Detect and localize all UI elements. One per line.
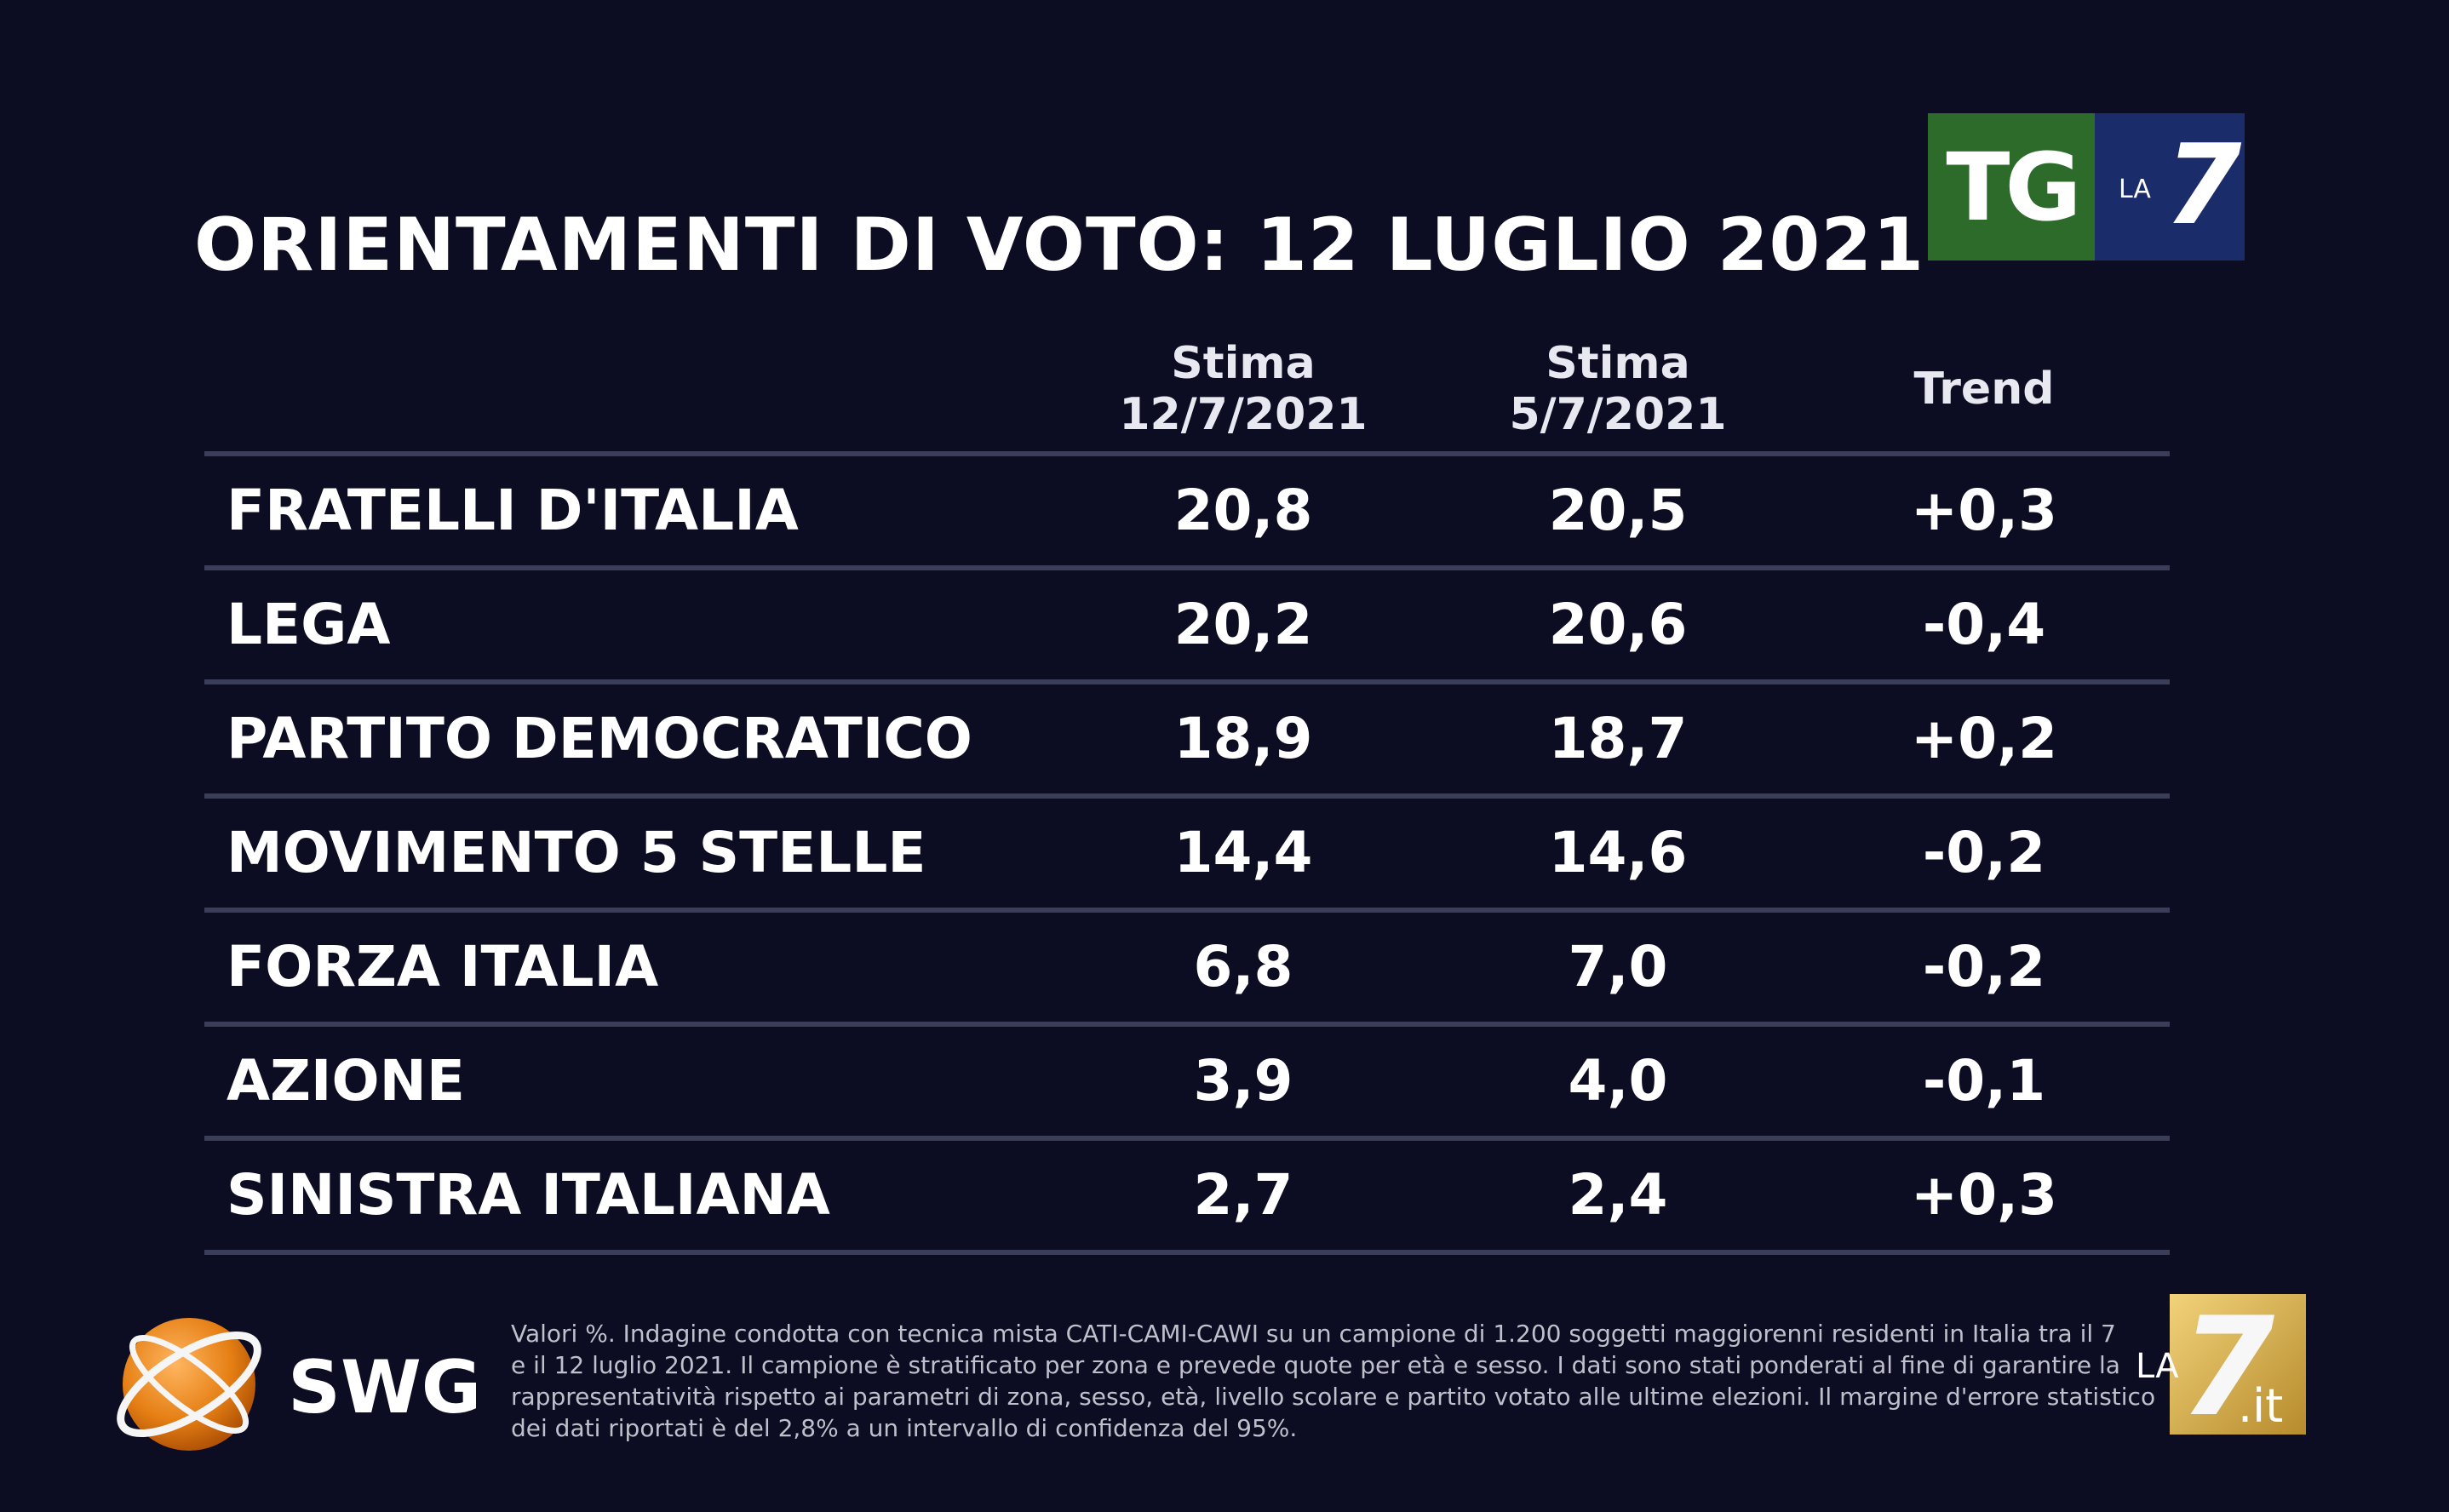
trend-value: -0,2	[1922, 934, 2046, 999]
poll-table: Stima 12/7/2021 Stima 5/7/2021 Trend FRA…	[204, 336, 2170, 1255]
tg-la7-logo: TG LA 7	[1928, 113, 2245, 261]
footnote-line: Valori %. Indagine condotta con tecnica …	[511, 1320, 2116, 1348]
table-divider	[204, 908, 2170, 913]
estimate-previous-value: 20,6	[1548, 592, 1688, 657]
la7-logo-block: LA 7	[2095, 113, 2245, 261]
table-row: SINISTRA ITALIANA 2,7 2,4 +0,3	[204, 1141, 2170, 1250]
estimate-previous-value: 18,7	[1548, 706, 1688, 771]
footnote-line: e il 12 luglio 2021. Il campione è strat…	[511, 1351, 2120, 1379]
estimate-current-value: 14,4	[1173, 820, 1313, 885]
la7-it-la: LA	[2136, 1347, 2179, 1386]
footnote-line: dei dati riportati è del 2,8% a un inter…	[511, 1414, 1298, 1442]
table-row: PARTITO DEMOCRATICO 18,9 18,7 +0,2	[204, 684, 2170, 793]
party-name: FRATELLI D'ITALIA	[227, 478, 799, 543]
header-estimate-previous: Stima 5/7/2021	[1431, 338, 1805, 440]
table-divider	[204, 1136, 2170, 1141]
estimate-previous-value: 14,6	[1548, 820, 1688, 885]
table-divider	[204, 679, 2170, 684]
table-row: FORZA ITALIA 6,8 7,0 -0,2	[204, 913, 2170, 1022]
table-row: FRATELLI D'ITALIA 20,8 20,5 +0,3	[204, 456, 2170, 565]
table-divider	[204, 1022, 2170, 1027]
methodology-note: Valori %. Indagine condotta con tecnica …	[511, 1318, 2163, 1444]
estimate-current-value: 3,9	[1193, 1048, 1293, 1114]
estimate-previous-value: 7,0	[1568, 934, 1668, 999]
tg-logo-text: TG	[1928, 113, 2095, 261]
estimate-previous-value: 20,5	[1548, 478, 1688, 543]
estimate-current-value: 18,9	[1173, 706, 1313, 771]
la7-it-logo-background	[2170, 1294, 2306, 1435]
trend-value: -0,4	[1922, 592, 2046, 657]
trend-value: +0,3	[1910, 478, 2058, 543]
table-row: AZIONE 3,9 4,0 -0,1	[204, 1027, 2170, 1136]
party-name: FORZA ITALIA	[227, 934, 659, 999]
estimate-current-value: 2,7	[1193, 1162, 1293, 1228]
table-body: FRATELLI D'ITALIA 20,8 20,5 +0,3 LEGA 20,2 20,…	[204, 456, 2170, 1255]
header-estimate-previous-label: Stima	[1546, 338, 1690, 389]
page-title: ORIENTAMENTI DI VOTO: 12 LUGLIO 2021	[194, 203, 1925, 288]
estimate-current-value: 20,2	[1173, 592, 1313, 657]
trend-value: +0,3	[1910, 1162, 2058, 1228]
la-logo-text: LA	[2119, 175, 2151, 204]
header-estimate-current: Stima 12/7/2021	[1056, 338, 1431, 440]
header-estimate-previous-date: 5/7/2021	[1509, 389, 1727, 440]
party-name: PARTITO DEMOCRATICO	[227, 706, 972, 771]
la7-it-seven: 7	[2180, 1287, 2275, 1446]
swg-logo: SWG	[104, 1301, 482, 1463]
estimate-current-value: 6,8	[1193, 934, 1293, 999]
table-divider	[204, 793, 2170, 799]
header-estimate-current-label: Stima	[1171, 338, 1316, 389]
table-divider	[204, 451, 2170, 456]
seven-logo-text: 7	[2165, 120, 2242, 249]
table-divider	[204, 1250, 2170, 1255]
trend-value: -0,2	[1922, 820, 2046, 885]
table-header: Stima 12/7/2021 Stima 5/7/2021 Trend	[204, 336, 2170, 451]
table-row: LEGA 20,2 20,6 -0,4	[204, 570, 2170, 679]
header-trend: Trend	[1913, 364, 2055, 415]
swg-logo-text: SWG	[288, 1345, 482, 1430]
header-estimate-current-date: 12/7/2021	[1119, 389, 1368, 440]
table-divider	[204, 565, 2170, 570]
party-name: MOVIMENTO 5 STELLE	[227, 820, 926, 885]
trend-value: +0,2	[1910, 706, 2058, 771]
la7-it-suffix: .it	[2238, 1379, 2284, 1433]
trend-value: -0,1	[1922, 1048, 2046, 1114]
party-name: AZIONE	[227, 1048, 465, 1114]
swg-globe-icon	[117, 1318, 261, 1451]
estimate-current-value: 20,8	[1173, 478, 1313, 543]
estimate-previous-value: 4,0	[1568, 1048, 1668, 1114]
footnote-line: rappresentatività rispetto ai parametri …	[511, 1383, 2156, 1411]
party-name: SINISTRA ITALIANA	[227, 1162, 830, 1228]
la7-it-logo: 7 LA .it	[2136, 1287, 2306, 1446]
estimate-previous-value: 2,4	[1568, 1162, 1668, 1228]
table-row: MOVIMENTO 5 STELLE 14,4 14,6 -0,2	[204, 799, 2170, 908]
party-name: LEGA	[227, 592, 391, 657]
